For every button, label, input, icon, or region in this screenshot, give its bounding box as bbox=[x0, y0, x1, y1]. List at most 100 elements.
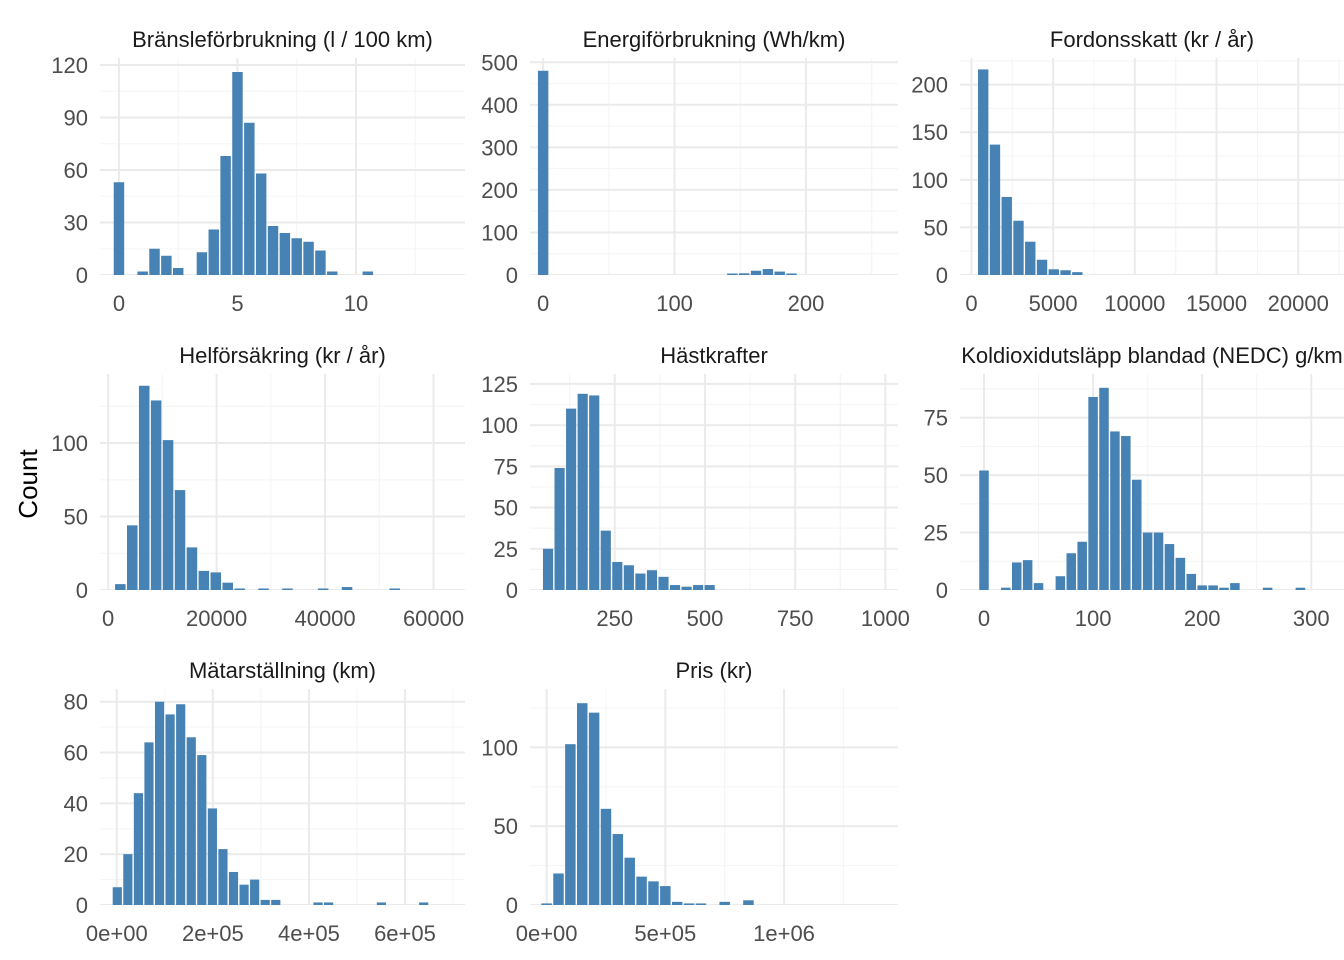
histogram-bar bbox=[137, 271, 148, 275]
x-tick-label: 6e+05 bbox=[374, 921, 436, 946]
x-tick-label: 5 bbox=[231, 291, 243, 316]
histogram-bar bbox=[1066, 553, 1077, 590]
histogram-bar bbox=[291, 238, 302, 275]
histogram-bar bbox=[234, 588, 245, 590]
x-tick-label: 0e+00 bbox=[516, 921, 578, 946]
histogram-bar bbox=[154, 701, 165, 905]
histogram-bar bbox=[1230, 583, 1240, 590]
histogram-bar bbox=[762, 269, 774, 275]
histogram-bar bbox=[1262, 587, 1273, 590]
panel-3: 0 50 100 150 200 0 5000 10000 15000 20000 Fordonss… bbox=[911, 27, 1344, 316]
histogram-bar bbox=[207, 808, 217, 905]
histogram-bar bbox=[186, 547, 198, 590]
panel-8: 0 50 100 0e+00 5e+05 1e+06 Pris (kr) bbox=[481, 658, 898, 946]
histogram-bar bbox=[743, 900, 754, 905]
y-tick-label: 75 bbox=[924, 406, 948, 431]
histogram-bar bbox=[389, 588, 401, 590]
histogram-bar bbox=[695, 903, 707, 905]
y-tick-label: 40 bbox=[64, 791, 88, 816]
histogram-bar bbox=[541, 903, 552, 905]
histogram-bar bbox=[1153, 532, 1164, 590]
histogram-bar bbox=[317, 588, 329, 590]
y-tick-label: 0 bbox=[76, 263, 88, 288]
histogram-bar bbox=[282, 588, 293, 590]
panel-4: 0 50 100 0 20000 40000 60000 Helförsäkring (kr … bbox=[51, 343, 465, 631]
bars bbox=[112, 701, 429, 905]
x-tick-label: 250 bbox=[596, 606, 633, 631]
panel-5: 0 25 50 75 100 125 250 500 750 1000 Hästkrafter bbox=[481, 343, 910, 631]
histogram-bar bbox=[341, 587, 353, 590]
histogram-bar bbox=[172, 268, 184, 275]
bars bbox=[537, 70, 797, 275]
histogram-bar bbox=[123, 854, 133, 905]
histogram-bar bbox=[1121, 436, 1131, 590]
x-tick-label: 200 bbox=[788, 291, 825, 316]
histogram-bar bbox=[1295, 587, 1306, 590]
y-tick-label: 60 bbox=[64, 741, 88, 766]
y-tick-label: 90 bbox=[64, 106, 88, 131]
histogram-bar bbox=[327, 271, 338, 275]
histogram-bar bbox=[600, 530, 611, 590]
histogram-bar bbox=[1186, 573, 1197, 590]
histogram-bar bbox=[210, 572, 222, 590]
histogram-bar bbox=[1110, 431, 1120, 590]
y-axis-label: Count bbox=[13, 449, 43, 519]
bars bbox=[979, 387, 1306, 590]
y-tick-label: 0 bbox=[936, 263, 948, 288]
histogram-bar bbox=[198, 570, 210, 590]
y-tick-label: 25 bbox=[494, 537, 518, 562]
histogram-bar bbox=[704, 585, 715, 590]
y-tick-label: 0 bbox=[506, 578, 518, 603]
histogram-bar bbox=[978, 69, 989, 275]
histogram-bar bbox=[1164, 544, 1175, 590]
histogram-bar bbox=[1013, 220, 1024, 275]
y-tick-label: 100 bbox=[481, 220, 518, 245]
histogram-bar bbox=[537, 70, 549, 275]
histogram-bar bbox=[635, 573, 646, 590]
histogram-bar bbox=[739, 273, 750, 275]
histogram-bar bbox=[144, 742, 154, 905]
histogram-bar bbox=[255, 173, 267, 275]
x-tick-label: 0 bbox=[978, 606, 990, 631]
histogram-bar bbox=[1011, 562, 1022, 590]
histogram-bar bbox=[683, 903, 695, 905]
y-tick-label: 75 bbox=[494, 454, 518, 479]
x-tick-label: 0e+00 bbox=[86, 921, 148, 946]
histogram-bar bbox=[750, 270, 762, 275]
histogram-bar bbox=[279, 233, 291, 275]
histogram-bar bbox=[222, 582, 233, 590]
gridlines bbox=[100, 689, 465, 905]
histogram-bar bbox=[671, 901, 683, 905]
histogram-bar bbox=[208, 229, 219, 275]
y-tick-label: 150 bbox=[911, 120, 948, 145]
x-tick-label: 1e+06 bbox=[753, 921, 815, 946]
histogram-bar bbox=[1175, 557, 1186, 590]
histogram-bar bbox=[115, 584, 126, 590]
histogram-bar bbox=[693, 585, 704, 590]
histogram-bar bbox=[1033, 583, 1044, 590]
x-tick-label: 0 bbox=[102, 606, 114, 631]
histogram-bar bbox=[324, 902, 334, 905]
x-tick-label: 0 bbox=[965, 291, 977, 316]
histogram-bar bbox=[303, 241, 314, 275]
histogram-bar bbox=[1142, 532, 1153, 590]
x-tick-label: 5000 bbox=[1029, 291, 1078, 316]
histogram-bar bbox=[1001, 196, 1012, 275]
histogram-bar bbox=[1088, 396, 1098, 590]
histogram-bar bbox=[623, 565, 634, 590]
histogram-bar bbox=[727, 273, 738, 275]
histogram-bar bbox=[1077, 541, 1087, 590]
histogram-bar bbox=[589, 395, 600, 590]
bars bbox=[542, 393, 715, 590]
histogram-bar bbox=[228, 871, 239, 905]
bars bbox=[115, 385, 401, 590]
y-tick-label: 25 bbox=[924, 521, 948, 546]
x-tick-label: 10 bbox=[344, 291, 368, 316]
y-tick-label: 20 bbox=[64, 842, 88, 867]
histogram-bar bbox=[133, 793, 144, 905]
y-tick-label: 0 bbox=[76, 893, 88, 918]
y-tick-label: 50 bbox=[924, 463, 948, 488]
bars bbox=[113, 72, 374, 275]
x-tick-label: 500 bbox=[687, 606, 724, 631]
